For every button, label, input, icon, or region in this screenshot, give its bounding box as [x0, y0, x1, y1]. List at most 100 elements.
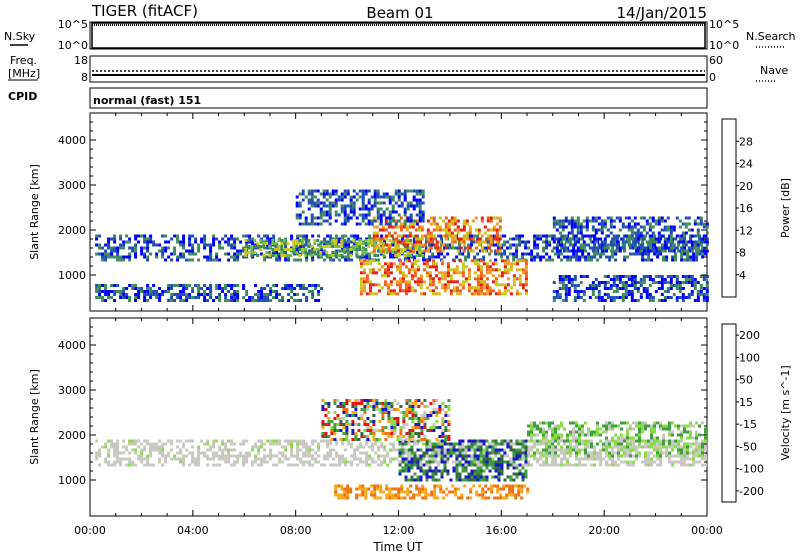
data-cell — [278, 255, 282, 259]
data-cell — [452, 268, 456, 272]
data-cell — [98, 284, 102, 287]
data-cell — [410, 289, 414, 293]
data-cell — [518, 469, 522, 473]
data-cell — [669, 249, 673, 253]
data-cell — [447, 222, 451, 226]
data-cell — [433, 487, 437, 491]
data-cell — [489, 243, 493, 247]
data-cell — [341, 234, 345, 238]
data-cell — [666, 281, 670, 284]
data-cell — [390, 417, 394, 420]
data-cell — [394, 496, 398, 500]
data-cell — [197, 445, 201, 449]
data-cell — [188, 284, 192, 287]
data-cell — [524, 469, 528, 473]
data-cell — [657, 216, 661, 220]
data-cell — [642, 246, 646, 250]
data-cell — [191, 234, 195, 238]
data-cell — [365, 442, 369, 446]
data-cell — [440, 262, 444, 266]
data-cell — [497, 442, 501, 446]
data-cell — [242, 463, 246, 467]
data-cell — [377, 457, 381, 461]
data-cell — [359, 286, 363, 290]
data-cell — [299, 287, 303, 290]
data-cell — [429, 240, 433, 244]
data-cell — [143, 463, 147, 467]
data-cell — [645, 290, 649, 293]
data-cell — [579, 243, 583, 247]
data-cell — [653, 249, 657, 253]
data-cell — [95, 296, 99, 299]
data-cell — [334, 239, 338, 242]
data-cell — [392, 262, 396, 266]
data-cell — [263, 457, 267, 461]
data-cell — [310, 254, 314, 257]
data-cell — [432, 234, 436, 238]
data-cell — [218, 457, 222, 461]
data-cell — [608, 258, 612, 262]
data-cell — [458, 472, 462, 476]
data-cell — [636, 228, 640, 232]
data-cell — [444, 228, 448, 232]
data-cell — [372, 246, 376, 250]
data-cell — [683, 457, 687, 461]
data-cell — [383, 454, 387, 458]
data-cell — [119, 246, 123, 250]
freq-unit-label: [MHz] — [8, 67, 40, 80]
data-cell — [629, 252, 633, 256]
data-cell — [296, 293, 300, 296]
data-cell — [651, 278, 655, 281]
data-cell — [461, 286, 465, 290]
data-cell — [494, 283, 498, 287]
data-cell — [347, 255, 351, 259]
data-cell — [503, 460, 507, 464]
data-cell — [278, 293, 282, 296]
data-cell — [418, 490, 422, 494]
data-cell — [702, 275, 706, 278]
data-cell — [609, 240, 613, 244]
data-cell — [458, 292, 462, 296]
data-cell — [146, 439, 150, 443]
data-cell — [370, 484, 374, 488]
data-cell — [468, 249, 472, 253]
data-cell — [476, 460, 480, 464]
data-cell — [390, 225, 394, 229]
data-cell — [615, 234, 619, 238]
data-cell — [323, 439, 327, 443]
data-cell — [254, 457, 258, 461]
data-cell — [388, 219, 392, 223]
data-cell — [561, 222, 565, 226]
data-cell — [431, 289, 435, 293]
data-cell — [428, 283, 432, 287]
data-cell — [573, 284, 577, 287]
data-cell — [444, 234, 448, 238]
data-cell — [236, 457, 240, 461]
data-cell — [642, 287, 646, 290]
data-cell — [104, 287, 108, 290]
data-cell — [704, 240, 708, 244]
data-cell — [500, 442, 504, 446]
data-cell — [431, 262, 435, 266]
data-cell — [524, 454, 528, 458]
data-cell — [447, 219, 451, 223]
data-cell — [552, 225, 556, 229]
data-cell — [502, 484, 506, 488]
data-cell — [398, 265, 402, 269]
data-cell — [404, 274, 408, 278]
data-cell — [260, 299, 264, 302]
data-cell — [361, 487, 365, 491]
data-cell — [627, 228, 631, 232]
data-cell — [582, 275, 586, 278]
data-cell — [488, 457, 492, 461]
data-cell — [420, 432, 424, 435]
data-cell — [614, 463, 618, 467]
data-cell — [476, 252, 480, 256]
data-cell — [485, 265, 489, 269]
data-cell — [444, 231, 448, 235]
data-cell — [349, 216, 353, 220]
data-cell — [681, 275, 685, 278]
data-cell — [512, 262, 516, 266]
data-cell — [644, 460, 648, 464]
data-cell — [372, 216, 376, 220]
